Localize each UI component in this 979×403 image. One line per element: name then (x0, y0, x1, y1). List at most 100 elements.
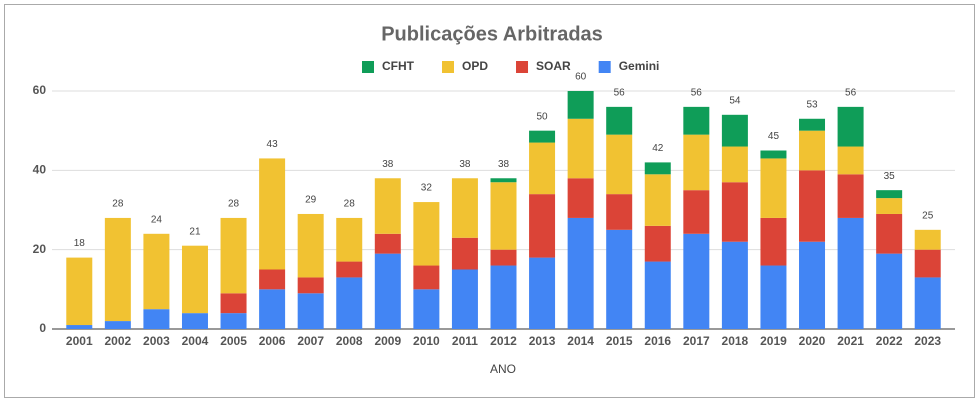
total-label: 42 (652, 143, 664, 154)
x-tick-label: 2009 (374, 334, 401, 348)
bar-segment (220, 313, 247, 329)
bar-segment (297, 213, 324, 278)
bar-segment (490, 182, 517, 250)
bar-segment (259, 158, 286, 270)
x-tick-label: 2011 (452, 334, 478, 348)
total-label: 28 (344, 199, 356, 210)
x-tick-label: 2016 (644, 334, 671, 348)
chart-title: Publicações Arbitradas (381, 23, 603, 45)
x-tick-label: 2004 (182, 334, 209, 348)
bar-segment (66, 325, 93, 329)
total-label: 21 (189, 226, 201, 237)
total-label: 25 (922, 210, 934, 221)
bar-segment (413, 265, 440, 290)
legend-label: Gemini (619, 59, 660, 73)
bar-segment (374, 233, 401, 254)
bar-segment (451, 269, 478, 329)
total-label: 28 (228, 199, 240, 210)
legend-label: CFHT (382, 59, 415, 73)
bar-segment (143, 309, 170, 329)
bar-segment (143, 233, 170, 310)
bar-segment (876, 198, 903, 214)
legend-swatch (598, 61, 611, 73)
bar-segment (760, 150, 787, 159)
bar-segment (336, 261, 363, 278)
bar-segment (644, 174, 671, 226)
total-label: 53 (806, 99, 818, 110)
x-tick-label: 2010 (413, 334, 440, 348)
bar-segment (297, 293, 324, 329)
bar-segment (760, 265, 787, 329)
x-tick-label: 2013 (529, 334, 556, 348)
bar-segment (606, 194, 633, 230)
bar-segment (837, 217, 864, 329)
bar-segment (413, 289, 440, 329)
x-tick-label: 2021 (837, 334, 864, 348)
x-tick-label: 2005 (220, 334, 247, 348)
bar-segment (760, 158, 787, 218)
total-label: 43 (267, 139, 279, 150)
total-label: 56 (614, 88, 626, 99)
x-tick-label: 2002 (104, 334, 131, 348)
bar-segment (799, 130, 826, 171)
bar-segment (837, 174, 864, 218)
bar-segment (837, 106, 864, 147)
legend-swatch (442, 61, 454, 73)
bar-segment (336, 277, 363, 329)
bar-segment (259, 269, 286, 290)
bar-segment (490, 265, 517, 329)
bar-segment (374, 253, 401, 329)
x-tick-label: 2019 (760, 334, 787, 348)
x-tick-label: 2008 (336, 334, 363, 348)
x-tick-label: 2006 (259, 334, 286, 348)
y-tick-label: 20 (33, 242, 47, 256)
total-label: 38 (498, 159, 510, 170)
x-tick-label: 2018 (722, 334, 749, 348)
x-tick-label: 2022 (876, 334, 903, 348)
bar-segment (297, 277, 324, 294)
bar-segment (567, 118, 594, 179)
x-tick-label: 2020 (799, 334, 826, 348)
x-tick-label: 2003 (143, 334, 170, 348)
bar-segment (644, 225, 671, 262)
total-label: 50 (537, 111, 549, 122)
bar-segment (876, 253, 903, 329)
bar-segment (529, 142, 556, 195)
bar-segment (220, 293, 247, 314)
total-label: 35 (884, 171, 896, 182)
bar-segment (721, 114, 748, 147)
bar-segment (760, 217, 787, 266)
bar-segment (451, 237, 478, 270)
total-label: 32 (421, 183, 433, 194)
bar-segment (104, 321, 131, 329)
bar-segment (606, 106, 633, 135)
x-tick-label: 2007 (297, 334, 324, 348)
y-tick-label: 60 (33, 83, 47, 97)
total-label: 54 (729, 95, 741, 106)
total-label: 18 (74, 238, 86, 249)
legend-label: SOAR (536, 59, 571, 73)
bar-segment (914, 277, 941, 329)
bar-segment (259, 289, 286, 329)
bar-segment (567, 91, 594, 119)
bar-segment (799, 118, 826, 131)
bar-segment (66, 257, 93, 326)
legend-label: OPD (462, 59, 488, 73)
bar-segment (181, 313, 208, 329)
bar-segment (104, 217, 131, 322)
total-label: 38 (382, 159, 394, 170)
bar-segment (799, 241, 826, 329)
bar-segment (413, 202, 440, 266)
bar-segment (374, 178, 401, 234)
bar-segment (490, 178, 517, 183)
bar-segment (606, 134, 633, 195)
bar-segment (721, 241, 748, 329)
bar-segment (529, 130, 556, 143)
total-label: 56 (845, 88, 857, 99)
total-label: 38 (459, 159, 471, 170)
bar-segment (606, 229, 633, 329)
y-tick-label: 40 (33, 163, 47, 177)
total-label: 29 (305, 195, 317, 206)
x-tick-label: 2023 (914, 334, 941, 348)
